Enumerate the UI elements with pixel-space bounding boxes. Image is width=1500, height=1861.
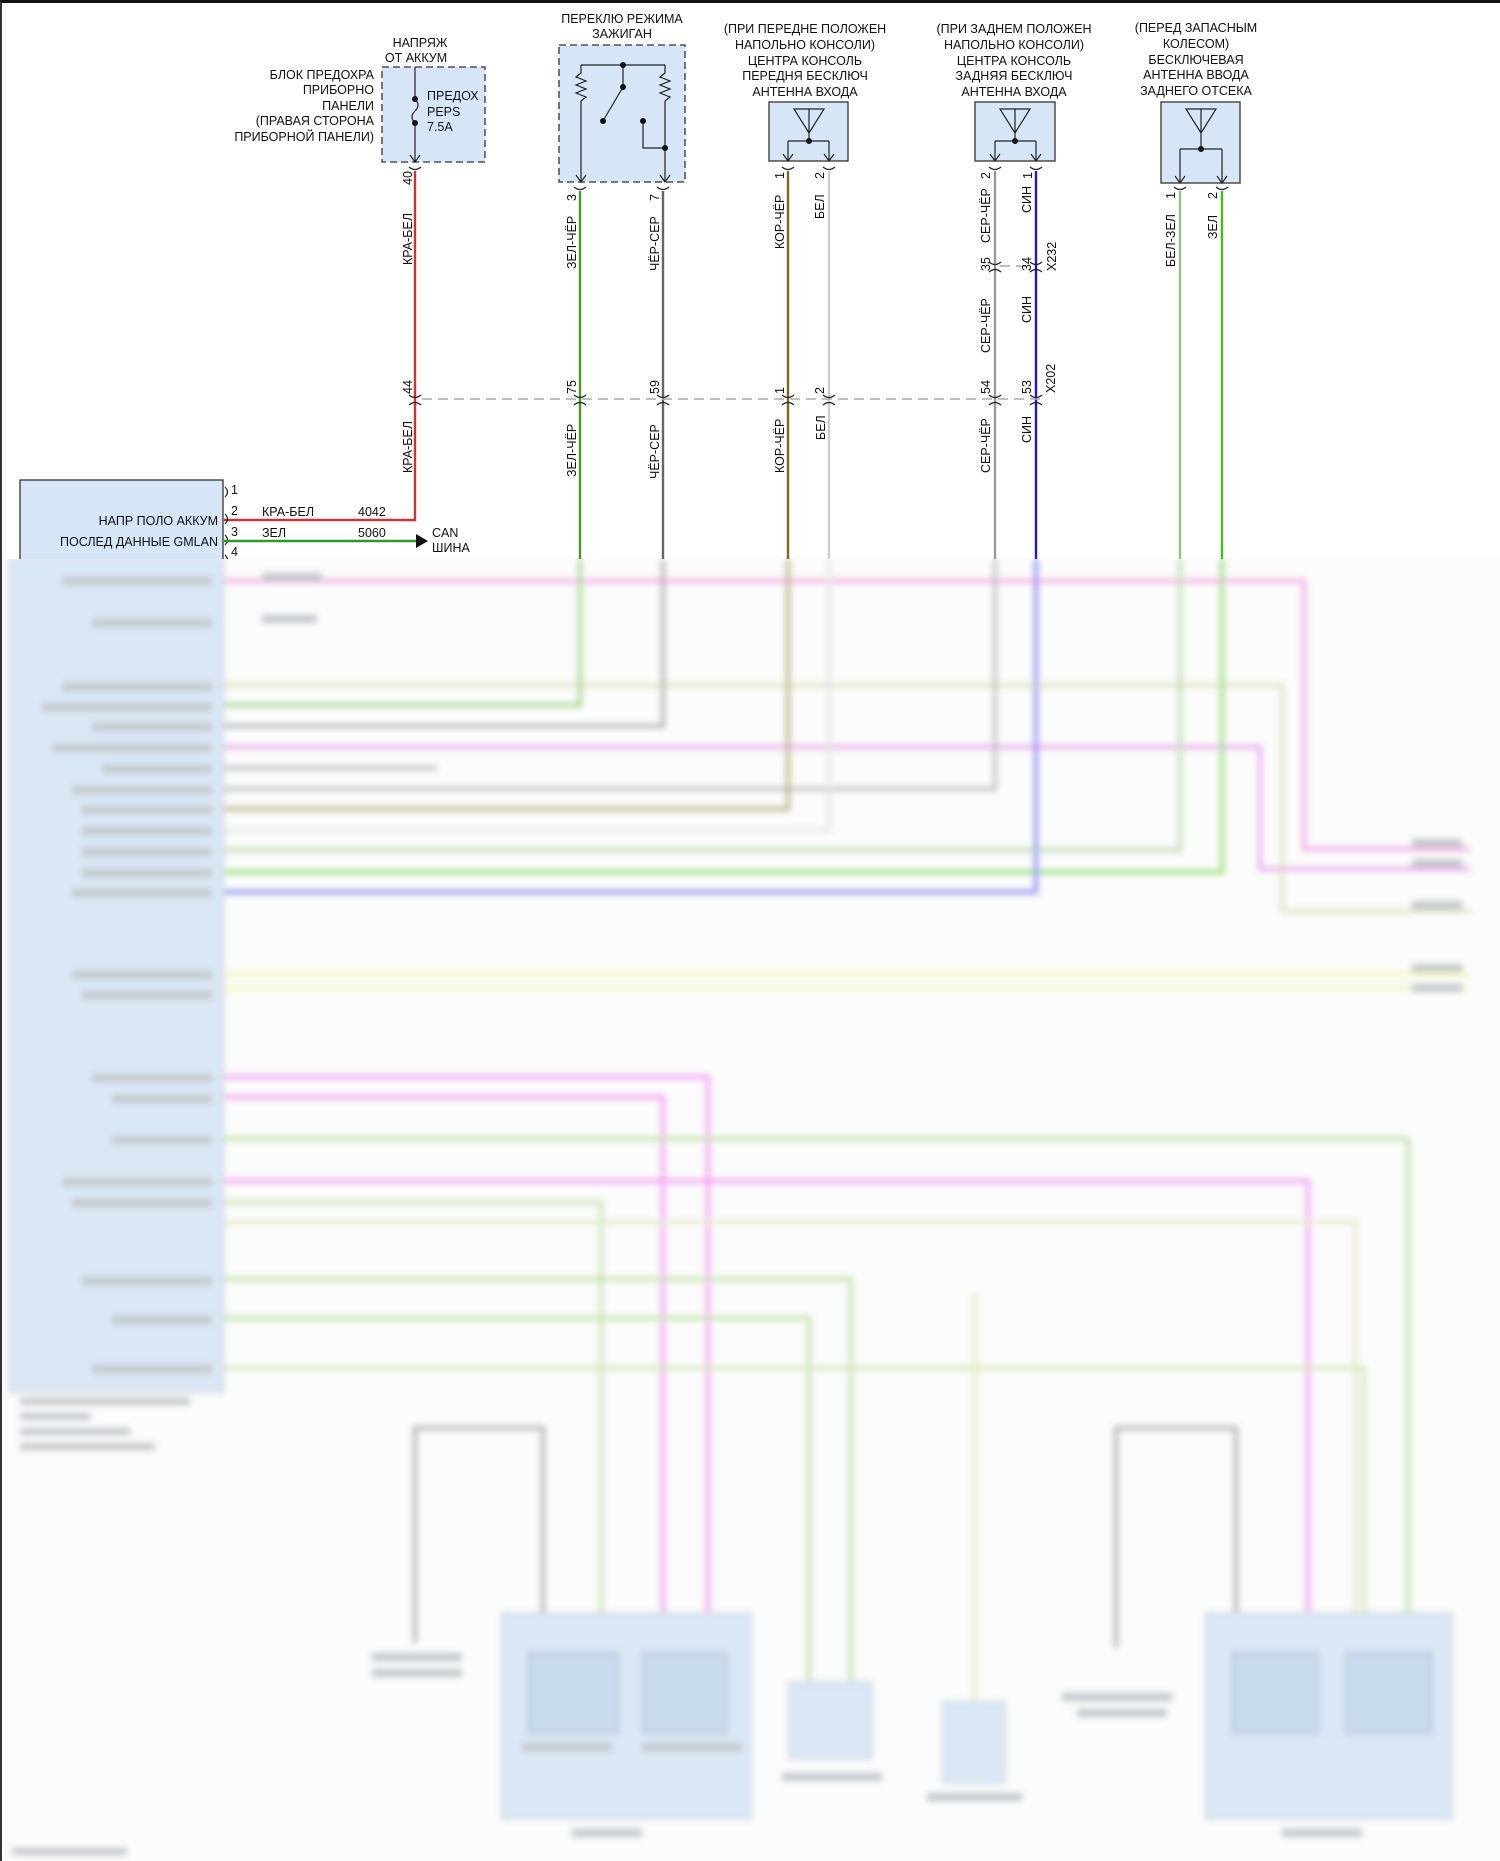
pin-number: 54 <box>979 380 993 394</box>
circuit-color: КРА-БЕЛ <box>262 505 314 519</box>
trunk-antenna-title: ЗАДНЕГО ОТСЕКА <box>1140 84 1252 98</box>
connector-terminal-icons <box>408 166 1229 406</box>
fuse-block-label: ПРИБОРНО <box>303 83 374 97</box>
wire-label: СЕР-ЧЁР <box>979 188 993 243</box>
fuse-name: ПРЕДОХ <box>427 89 479 103</box>
circuit-number: 5060 <box>358 526 386 540</box>
fuse-block-label: ПРИБОРНОЙ ПАНЕЛИ) <box>234 129 374 144</box>
wire-label: КРА-БЕЛ <box>401 421 415 473</box>
front-antenna-title: ПЕРЕДНЯ БЕСКЛЮЧ <box>742 69 868 83</box>
arrow-icon <box>416 534 428 548</box>
fuse-block-label: (ПРАВАЯ СТОРОНА <box>256 114 375 128</box>
pin-number: 53 <box>1020 380 1034 394</box>
fuse-rating: 7.5A <box>427 120 453 134</box>
wire-label: ЧЁР-СЕР <box>648 216 662 271</box>
pin-number: 7 <box>648 194 662 201</box>
pin-number: 1 <box>773 172 787 179</box>
ignition-switch-title: ЗАЖИГАН <box>592 27 652 41</box>
pin-number: 40 <box>401 171 415 185</box>
connector-name: X232 <box>1045 242 1059 271</box>
pin-number: 44 <box>401 380 415 394</box>
rear-antenna-title: АНТЕННА ВХОДА <box>961 85 1067 99</box>
circuit-color: ЗЕЛ <box>262 526 286 540</box>
pin-number: 3 <box>231 525 238 539</box>
ignition-switch-title: ПЕРЕКЛЮ РЕЖИМА <box>561 12 683 26</box>
switch-icon <box>574 62 672 184</box>
module-pin-label: ПОСЛЕД ДАННЫЕ GMLAN <box>60 535 218 549</box>
fuse-name: PEPS <box>427 105 460 119</box>
pin-number: 2 <box>813 172 827 179</box>
wire-label: БЕЛ-ЗЕЛ <box>1164 214 1178 267</box>
wire-label: ЗЕЛ-ЧЁР <box>565 216 579 269</box>
rear-antenna-title: (ПРИ ЗАДНЕМ ПОЛОЖЕН <box>936 22 1091 36</box>
fuse-block: НАПРЯЖ ОТ АККУМ БЛОК ПРЕДОХРА ПРИБОРНО П… <box>234 36 486 164</box>
pin-number: 1 <box>1021 172 1035 179</box>
wire-label: СЕР-ЧЁР <box>979 418 993 473</box>
can-bus-label: CAN <box>432 526 458 540</box>
rear-antenna-title: НАПОЛЬНО КОНСОЛИ) <box>944 38 1084 52</box>
fuse-icon <box>409 67 421 164</box>
pin-number: 3 <box>565 194 579 201</box>
diagram-canvas: НАПРЯЖ ОТ АККУМ БЛОК ПРЕДОХРА ПРИБОРНО П… <box>2 12 1500 1861</box>
trunk-antenna-title: БЕСКЛЮЧЕВАЯ <box>1148 53 1243 67</box>
front-antenna-title: ЦЕНТРА КОНСОЛЬ <box>748 54 862 68</box>
pin-number: 59 <box>648 380 662 394</box>
fuse-block-label: ПАНЕЛИ <box>322 99 374 113</box>
connector-name: X202 <box>1044 364 1058 393</box>
pin-number: 1 <box>1164 192 1178 199</box>
wire-red-white <box>224 171 417 522</box>
front-antenna-title: НАПОЛЬНО КОНСОЛИ) <box>735 38 875 52</box>
fuse-block-box <box>381 66 486 163</box>
fuse-block-label: БЛОК ПРЕДОХРА <box>270 68 375 82</box>
pin-number: 1 <box>231 483 238 497</box>
ignition-switch: ПЕРЕКЛЮ РЕЖИМА ЗАЖИГАН <box>558 12 686 184</box>
rear-antenna: (ПРИ ЗАДНЕМ ПОЛОЖЕН НАПОЛЬНО КОНСОЛИ) ЦЕ… <box>936 22 1092 163</box>
pin-number: 4 <box>231 545 238 559</box>
pin-number: 2 <box>231 504 238 518</box>
trunk-antenna-title: АНТЕННА ВВОДА <box>1143 68 1249 82</box>
supply-title: НАПРЯЖ <box>393 36 448 50</box>
pin-number: 2 <box>1206 192 1220 199</box>
wire-label: КРА-БЕЛ <box>401 213 415 265</box>
wire-label: СИН <box>1020 416 1034 443</box>
wire-label: ЧЁР-СЕР <box>648 424 662 479</box>
wire-label: ЗЕЛ-ЧЁР <box>565 424 579 477</box>
front-antenna: (ПРИ ПЕРЕДНЕ ПОЛОЖЕН НАПОЛЬНО КОНСОЛИ) Ц… <box>724 22 886 163</box>
wire-label: БЕЛ <box>814 415 828 440</box>
rear-antenna-title: ЦЕНТРА КОНСОЛЬ <box>957 54 1071 68</box>
connector-terminal-icons <box>224 486 229 566</box>
front-antenna-title: (ПРИ ПЕРЕДНЕ ПОЛОЖЕН <box>724 22 886 36</box>
front-antenna-title: АНТЕННА ВХОДА <box>752 85 858 99</box>
pin-number: 1 <box>773 387 787 394</box>
pin-number: 35 <box>979 257 993 271</box>
supply-title: ОТ АККУМ <box>385 51 447 65</box>
rear-antenna-title: ЗАДНЯЯ БЕСКЛЮЧ <box>956 69 1073 83</box>
pin-number: 2 <box>979 172 993 179</box>
blurred-lower-region <box>2 559 1500 1861</box>
wire-label: СЕР-ЧЁР <box>979 298 993 353</box>
module-pin-label: НАПР ПОЛО АККУМ <box>99 514 218 528</box>
trunk-antenna: (ПЕРЕД ЗАПАСНЫМ КОЛЕСОМ) БЕСКЛЮЧЕВАЯ АНТ… <box>1135 21 1257 185</box>
wire-label: СИН <box>1020 186 1034 213</box>
wire-label: КОР-ЧЁР <box>773 419 787 473</box>
ignition-switch-box <box>558 44 686 183</box>
upper-wires: 40 3 7 1 2 2 1 1 2 КРА-БЕЛ ЗЕЛ-ЧЁР ЧЁР-С… <box>224 166 1229 559</box>
pin-number: 75 <box>565 380 579 394</box>
pin-number: 34 <box>1020 257 1034 271</box>
trunk-antenna-title: КОЛЕСОМ) <box>1163 37 1229 51</box>
wire-label: КОР-ЧЁР <box>773 195 787 249</box>
wire-label: ЗЕЛ <box>1206 215 1220 239</box>
wire-label: СИН <box>1020 296 1034 323</box>
circuit-number: 4042 <box>358 505 386 519</box>
wire-label: БЕЛ <box>813 194 827 219</box>
pin-number: 2 <box>813 387 827 394</box>
can-bus-label: ШИНА <box>432 541 470 555</box>
trunk-antenna-title: (ПЕРЕД ЗАПАСНЫМ <box>1135 21 1257 35</box>
